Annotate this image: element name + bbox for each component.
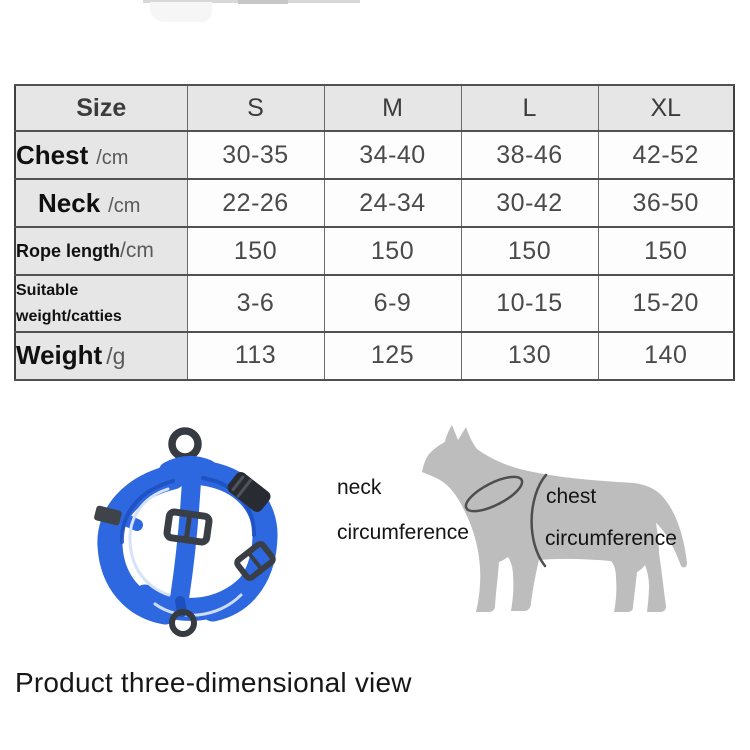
size-corner-label: Size — [14, 84, 188, 132]
table-row-rope-length: Rope length/cm 150 150 150 150 — [14, 226, 735, 276]
size-value-cell: 130 — [460, 330, 599, 381]
size-value-cell: 150 — [186, 226, 325, 276]
row-label-text: Neck — [38, 187, 101, 218]
size-value-cell: 10-15 — [460, 274, 599, 333]
size-value-cell: 6-9 — [323, 274, 462, 333]
row-unit-text: /cm — [108, 194, 141, 217]
table-header-row: Size S M L XL — [14, 84, 735, 132]
harness-slider-buckle — [163, 508, 213, 546]
row-label-neck: Neck/cm — [14, 178, 188, 228]
harness-slider-buckle — [234, 541, 276, 581]
row-label-suitable-weight: Suitable weight/catties — [14, 274, 188, 333]
row-label-text: Rope length — [16, 241, 120, 261]
size-value-cell: 38-46 — [460, 130, 599, 180]
size-value-cell: 125 — [323, 330, 462, 381]
table-row-weight: Weight/g 113 125 130 140 — [14, 330, 735, 381]
row-label-text: Chest — [16, 139, 89, 170]
size-table: Size S M L XL Chest/cm 30-35 34-40 38-46… — [14, 84, 735, 381]
table-row-suitable-weight: Suitable weight/catties 3-6 6-9 10-15 15… — [14, 274, 735, 333]
page-caption: Product three-dimensional view — [15, 667, 412, 698]
size-value-cell: 150 — [597, 226, 735, 276]
size-value-cell: 140 — [597, 330, 735, 381]
size-value-cell: 24-34 — [323, 178, 462, 228]
column-header-xl: XL — [597, 84, 735, 132]
size-value-cell: 113 — [186, 330, 325, 381]
neck-measure-ellipse — [464, 475, 524, 513]
harness-top-ring — [168, 427, 202, 461]
top-image-remnant — [238, 0, 288, 4]
size-value-cell: 150 — [323, 226, 462, 276]
size-value-cell: 3-6 — [186, 274, 325, 333]
neck-circumference-label: circumference — [337, 521, 469, 544]
size-value-cell: 42-52 — [597, 130, 735, 180]
size-value-cell: 30-42 — [460, 178, 599, 228]
chest-circumference-label: circumference — [545, 527, 677, 550]
harness-product-image — [94, 427, 278, 637]
row-unit-text: /g — [106, 343, 126, 370]
harness-bottom-ring — [169, 609, 197, 637]
column-header-s: S — [186, 84, 325, 132]
dog-silhouette — [422, 425, 687, 612]
harness-clasp-buckle — [227, 472, 271, 512]
table-row-chest: Chest/cm 30-35 34-40 38-46 42-52 — [14, 130, 735, 180]
row-label-text: Weight — [16, 340, 103, 371]
neck-circumference-label: neck — [337, 476, 382, 499]
table-row-neck: Neck/cm 22-26 24-34 30-42 36-50 — [14, 178, 735, 228]
size-value-cell: 15-20 — [597, 274, 735, 333]
row-unit-text: /cm — [120, 239, 154, 262]
size-value-cell: 30-35 — [186, 130, 325, 180]
row-label-chest: Chest/cm — [14, 130, 188, 180]
chest-circumference-label: chest — [546, 485, 597, 508]
harness-shading — [119, 479, 175, 544]
harness-strap-tab — [94, 505, 122, 526]
row-unit-text: /cm — [96, 146, 129, 169]
column-header-m: M — [323, 84, 462, 132]
size-value-cell: 34-40 — [323, 130, 462, 180]
column-header-l: L — [460, 84, 599, 132]
dog-measurement-diagram — [422, 425, 687, 612]
chest-measure-arc — [530, 473, 548, 568]
size-value-cell: 22-26 — [186, 178, 325, 228]
size-value-cell: 36-50 — [597, 178, 735, 228]
row-label-rope-length: Rope length/cm — [14, 226, 188, 276]
harness-reflective-piping — [128, 487, 171, 597]
size-value-cell: 150 — [460, 226, 599, 276]
row-label-text: Suitable weight/catties — [16, 282, 122, 326]
top-image-remnant — [150, 2, 212, 22]
harness-reflective-piping — [153, 593, 243, 617]
row-label-weight: Weight/g — [14, 330, 188, 381]
